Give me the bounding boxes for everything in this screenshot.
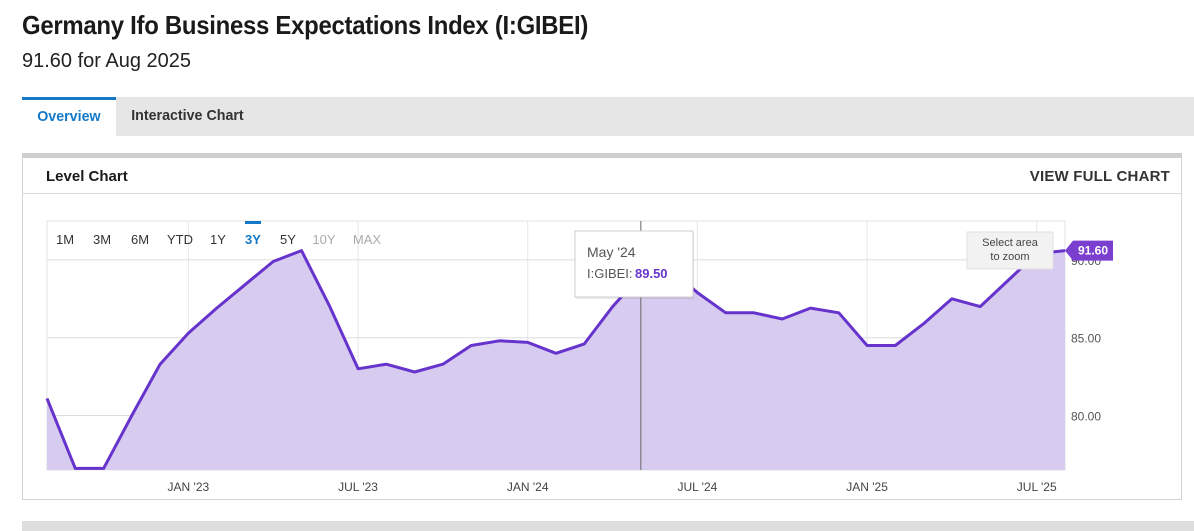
last-value-badge xyxy=(1065,240,1113,261)
bottom-section-divider xyxy=(22,521,1194,531)
x-tick-label: JAN '25 xyxy=(846,480,888,494)
range-button-1m[interactable]: 1M xyxy=(56,232,74,247)
x-tick-label: JAN '23 xyxy=(168,480,210,494)
y-tick-label: 80.00 xyxy=(1071,410,1101,424)
tab-overview[interactable]: Overview xyxy=(22,97,116,136)
level-chart-panel: Level Chart VIEW FULL CHART 80.00 85.00 90… xyxy=(22,153,1182,500)
view-full-chart-link[interactable]: VIEW FULL CHART xyxy=(1029,168,1170,185)
last-value-label: 91.60 xyxy=(1078,244,1108,258)
tooltip-value: 89.50 xyxy=(635,266,668,281)
y-tick-label: 85.00 xyxy=(1071,332,1101,346)
zoom-hint-text: to zoom xyxy=(990,251,1029,263)
range-button-3m[interactable]: 3M xyxy=(93,232,111,247)
tooltip-series-label: I:GIBEI: xyxy=(587,266,633,281)
tab-interactive-chart[interactable]: Interactive Chart xyxy=(131,107,244,124)
x-tick-label: JUL '23 xyxy=(338,480,378,494)
series-area xyxy=(47,250,1065,470)
x-tick-label: JUL '24 xyxy=(677,480,717,494)
x-tick-label: JUL '25 xyxy=(1017,480,1057,494)
range-button-ytd[interactable]: YTD xyxy=(167,232,193,247)
tooltip-box xyxy=(574,230,694,298)
zoom-hint-text: Select area xyxy=(982,237,1039,249)
x-tick-label: JAN '24 xyxy=(507,480,549,494)
range-button-10y: 10Y xyxy=(312,232,335,247)
series-line xyxy=(45,249,1066,470)
range-button-max: MAX xyxy=(353,232,382,247)
zoom-hint-box[interactable] xyxy=(966,231,1054,270)
range-button-6m[interactable]: 6M xyxy=(131,232,149,247)
panel-header: Level Chart VIEW FULL CHART xyxy=(23,158,1181,194)
range-active-indicator xyxy=(245,221,261,224)
tooltip-date: May '24 xyxy=(587,244,636,260)
page-subtitle: 91.60 for Aug 2025 xyxy=(22,50,192,72)
range-button-1y[interactable]: 1Y xyxy=(210,232,226,247)
panel-title: Level Chart xyxy=(46,168,128,185)
range-button-5y[interactable]: 5Y xyxy=(280,232,296,247)
page-title: Germany Ifo Business Expectations Index … xyxy=(22,10,589,40)
range-button-3y[interactable]: 3Y xyxy=(245,232,261,247)
tab-bar: Overview Interactive Chart xyxy=(22,97,1194,136)
